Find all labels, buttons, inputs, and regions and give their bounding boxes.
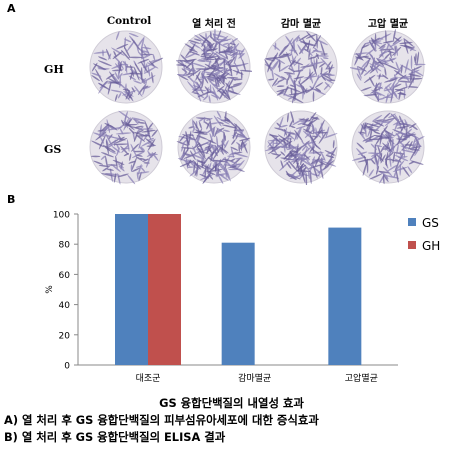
y-tick-label: 100: [53, 211, 70, 221]
cell-dish-image: [264, 110, 338, 185]
y-tick-label: 20: [59, 331, 71, 341]
bar-gs-2: [328, 227, 362, 365]
legend-label-gh: GH: [422, 239, 440, 253]
figure-title: GS 융합단백질의 내열성 효과: [159, 396, 304, 410]
y-tick-label: 40: [59, 301, 71, 311]
bar-gs-1: [221, 242, 255, 365]
row-label-gh: GH: [44, 63, 64, 76]
bar-gs-0: [115, 214, 148, 365]
cell-dish-image: [176, 29, 252, 104]
panel-a-letter: A: [7, 2, 16, 15]
legend-swatch-gs: [408, 218, 416, 226]
x-category-label: 대조군: [136, 373, 161, 384]
y-tick-label: 80: [59, 241, 71, 251]
caption-line-a: A) 열 처리 후 GS 융합단백질의 피부섬유아세포에 대한 증식효과: [4, 413, 319, 427]
column-label-gamma: 감마 멸균: [280, 19, 322, 30]
legend-swatch-gh: [408, 241, 416, 249]
x-category-label: 감마멸균: [238, 372, 271, 384]
cell-dish-image: [176, 110, 251, 184]
cell-dish-image: [350, 29, 426, 104]
cell-dish-image: [89, 30, 164, 104]
column-label-autoclave: 고압 멸균: [367, 19, 409, 30]
y-axis-label: %: [45, 285, 55, 294]
panel-b-letter: B: [7, 193, 16, 206]
y-tick-label: 60: [59, 271, 71, 281]
bar-gh-0: [148, 214, 181, 365]
y-tick-label: 0: [64, 362, 70, 372]
cell-dish-image: [351, 110, 425, 185]
column-label-before-heat: 열 처리 전: [192, 19, 236, 30]
cell-dish-image: [264, 30, 338, 104]
caption-line-b: B) 열 처리 후 GS 융합단백질의 ELISA 결과: [4, 430, 226, 444]
column-label-control: Control: [106, 15, 152, 27]
legend-label-gs: GS: [422, 216, 439, 230]
cell-dish-image: [89, 110, 163, 185]
bar-chart: 0 20 40 60 80 100% 대조군 감마멸균 고압멸균 GS GH: [45, 211, 440, 385]
x-category-label: 고압멸균: [345, 372, 378, 384]
row-label-gs: GS: [44, 143, 62, 156]
